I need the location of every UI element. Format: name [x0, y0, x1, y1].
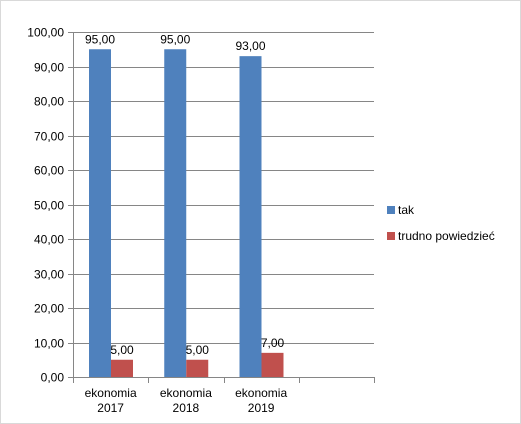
gridlines [73, 32, 374, 344]
y-tick-label: 50,00 [34, 199, 64, 213]
bar-trudno-powiedzieć-2 [261, 352, 284, 377]
legend-label: trudno powiedzieć [398, 229, 495, 243]
y-tick-label: 60,00 [34, 164, 64, 178]
y-tick-label: 90,00 [34, 61, 64, 75]
legend-swatch-trudno-powiedzieć [387, 232, 395, 240]
bar-trudno-powiedzieć-0 [111, 359, 133, 377]
x-category-label: 2019 [248, 401, 275, 415]
x-category-label: ekonomia [85, 386, 137, 400]
bar-tak-1 [164, 49, 187, 377]
data-label: 93,00 [235, 39, 265, 53]
labels: 95,00 95,00 93,00 5,00 5,00 7,00 [85, 32, 285, 357]
bar-tak-0 [89, 49, 111, 377]
x-category-label: 2017 [97, 401, 124, 415]
x-category-label: 2018 [173, 401, 200, 415]
y-tick-label: 40,00 [34, 233, 64, 247]
y-tick-label: 20,00 [34, 302, 64, 316]
bars [89, 49, 284, 378]
data-label: 95,00 [160, 32, 190, 46]
bar-tak-2 [239, 56, 262, 378]
data-label: 5,00 [110, 343, 134, 357]
y-tick-label: 0,00 [41, 371, 65, 385]
y-tick-label: 70,00 [34, 130, 64, 144]
data-label: 5,00 [186, 343, 210, 357]
bar-trudno-powiedzieć-1 [186, 359, 209, 377]
y-tick-label: 30,00 [34, 268, 64, 282]
x-category-label: ekonomia [160, 386, 212, 400]
y-tick-label: 80,00 [34, 95, 64, 109]
y-tick-label: 100,00 [27, 26, 64, 40]
data-label: 95,00 [85, 32, 115, 46]
legend: tak trudno powiedzieć [387, 203, 495, 243]
x-category-label: ekonomia [235, 386, 287, 400]
y-tick-label: 10,00 [34, 337, 64, 351]
data-label: 7,00 [261, 336, 285, 350]
legend-label: tak [398, 203, 415, 217]
axes: 0,00 10,00 20,00 30,00 40,00 50,00 60,00 70,00 8… [27, 26, 375, 415]
legend-swatch-tak [387, 206, 395, 214]
